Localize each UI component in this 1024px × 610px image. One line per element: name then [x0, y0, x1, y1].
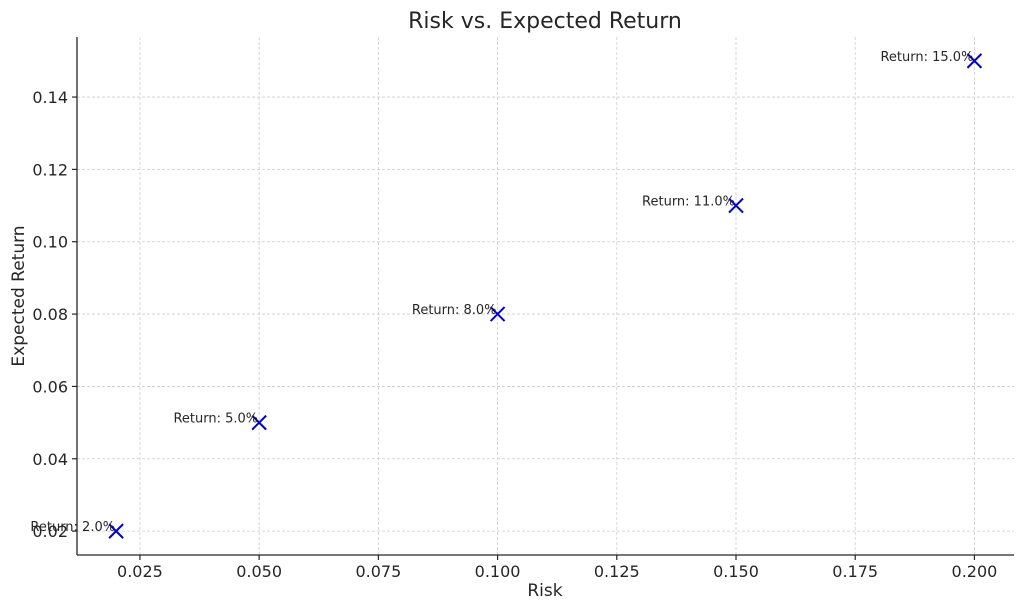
y-tick-label: 0.06 [32, 377, 68, 396]
x-tick-label: 0.200 [952, 562, 998, 581]
point-annotation: Return: 8.0% [412, 303, 497, 318]
chart-title: Risk vs. Expected Return [408, 9, 682, 34]
tick-labels: 0.025 0.050 0.075 0.100 0.125 0.150 0.175 0.200… [32, 88, 997, 581]
point-annotation: Return: 2.0% [30, 520, 115, 535]
y-tick-label: 0.10 [32, 233, 68, 252]
y-tick-label: 0.08 [32, 305, 68, 324]
y-tick-label: 0.14 [32, 88, 68, 107]
point-annotation: Return: 11.0% [642, 195, 735, 210]
point-annotation: Return: 5.0% [173, 412, 258, 427]
x-tick-label: 0.075 [355, 562, 401, 581]
data-point [108, 523, 124, 539]
x-tick-label: 0.125 [594, 562, 640, 581]
y-axis-title: Expected Return [9, 225, 29, 366]
data-point [966, 53, 983, 69]
y-tick-label: 0.12 [32, 160, 68, 179]
data-point [251, 414, 267, 431]
x-tick-label: 0.100 [475, 562, 521, 581]
data-point [728, 197, 744, 214]
x-axis-title: Risk [527, 581, 562, 601]
y-tick-label: 0.02 [32, 522, 68, 541]
data-points [108, 53, 983, 539]
point-annotations: Return: 2.0% Return: 5.0% Return: 8.0% Retu… [30, 50, 973, 535]
data-point [489, 306, 506, 322]
grid-lines [77, 37, 1014, 555]
point-annotation: Return: 15.0% [880, 50, 973, 65]
y-tick-label: 0.04 [32, 450, 68, 469]
x-tick-label: 0.050 [236, 562, 282, 581]
x-tick-label: 0.150 [713, 562, 759, 581]
x-tick-label: 0.175 [832, 562, 878, 581]
axes [72, 37, 1014, 560]
x-tick-label: 0.025 [117, 562, 163, 581]
